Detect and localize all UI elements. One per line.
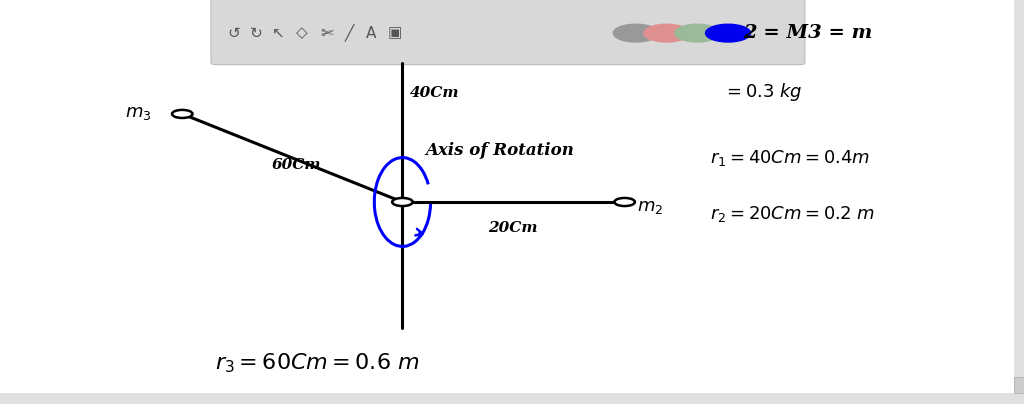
Bar [0,393,1024,404]
Text: $r_2 = 20Cm = 0.2\ m$: $r_2 = 20Cm = 0.2\ m$ [710,204,874,224]
Circle shape [614,198,635,206]
Text: 2 = M3 = m: 2 = M3 = m [743,24,872,42]
Bar [1014,377,1024,393]
Text: $r_3 = 60Cm = 0.6\ m$: $r_3 = 60Cm = 0.6\ m$ [215,352,420,375]
Circle shape [675,24,720,42]
Circle shape [706,24,751,42]
Text: $= 0.3\ kg$: $= 0.3\ kg$ [723,81,803,103]
Text: $m_2$: $m_2$ [637,198,664,216]
Text: ╱: ╱ [345,24,353,42]
Text: A: A [366,25,376,41]
Circle shape [392,198,413,206]
Text: 60Cm: 60Cm [271,158,321,172]
Text: ↻: ↻ [250,25,262,41]
Text: $r_1 = 40Cm = 0.4m$: $r_1 = 40Cm = 0.4m$ [710,148,869,168]
Text: ✄: ✄ [321,25,333,41]
Text: ↺: ↺ [227,25,240,41]
Text: ▣: ▣ [388,25,402,41]
FancyBboxPatch shape [211,0,805,65]
Text: $m_3$: $m_3$ [125,104,152,122]
Text: Axis of Rotation: Axis of Rotation [425,142,573,159]
Bar [1014,0,1024,404]
Text: ◇: ◇ [296,25,308,41]
Circle shape [613,24,658,42]
Circle shape [172,110,193,118]
Text: 40Cm: 40Cm [410,86,459,100]
Circle shape [644,24,689,42]
Text: 20Cm: 20Cm [488,221,538,235]
Text: ↖: ↖ [272,25,285,41]
